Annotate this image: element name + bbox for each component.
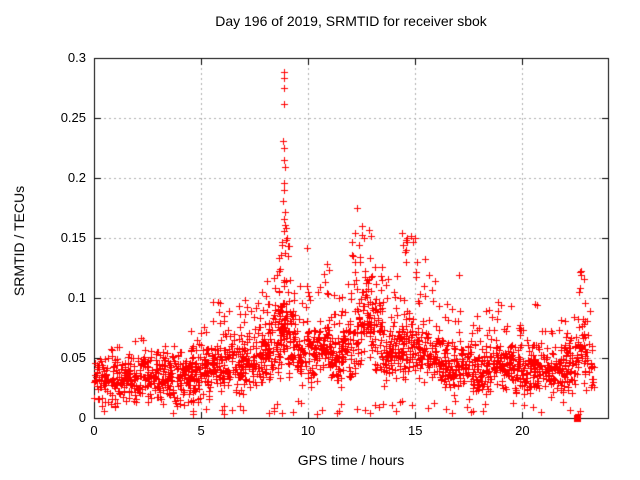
chart-title: Day 196 of 2019, SRMTID for receiver sbo… (215, 13, 487, 29)
x-axis-label: GPS time / hours (297, 452, 405, 468)
y-axis-label: SRMTID / TECUs (11, 185, 27, 297)
